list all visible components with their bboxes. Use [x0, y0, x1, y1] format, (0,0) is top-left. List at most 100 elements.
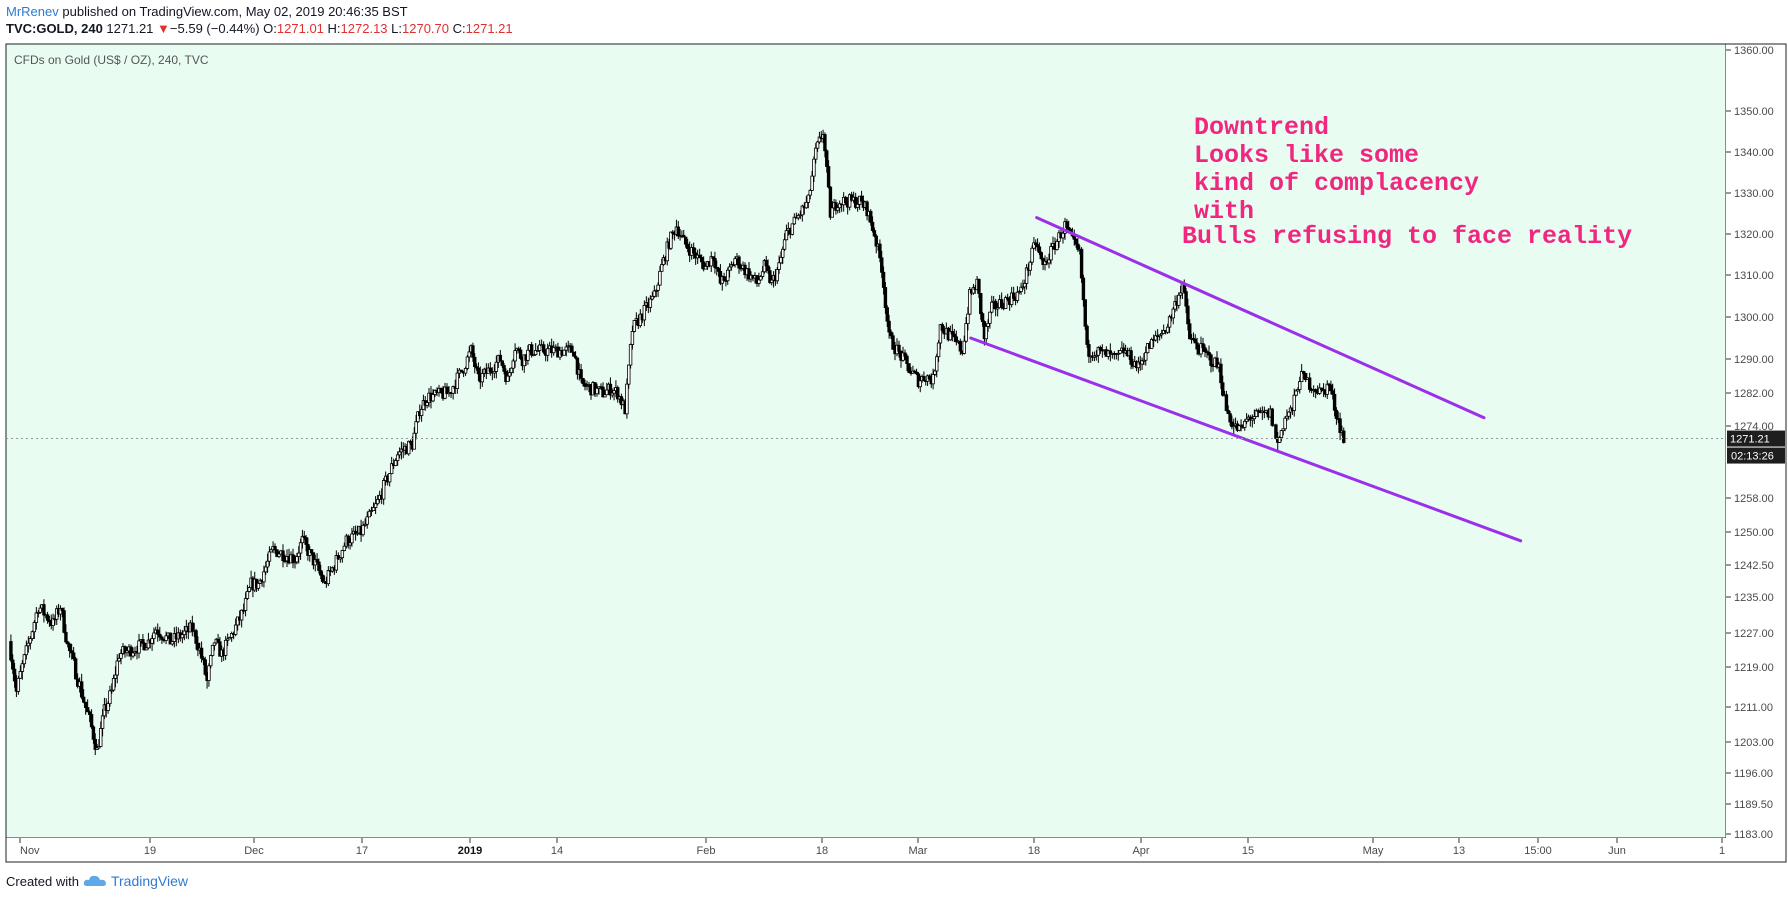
- candle: [387, 473, 392, 487]
- price-tick-label: 1196.00: [1734, 768, 1773, 780]
- candle-body: [922, 376, 926, 381]
- candle: [952, 328, 957, 342]
- candle: [847, 193, 852, 211]
- candle-body: [1252, 416, 1257, 420]
- candle: [1226, 405, 1230, 415]
- candle: [28, 636, 33, 650]
- candle: [727, 263, 732, 278]
- candle: [658, 265, 662, 286]
- candle: [459, 369, 464, 373]
- candle-body: [110, 689, 114, 692]
- candle: [467, 346, 471, 363]
- candle-body: [467, 351, 471, 358]
- candle-body: [669, 231, 673, 249]
- time-axis[interactable]: [6, 838, 1726, 862]
- candle-body: [11, 659, 15, 670]
- candle-body: [1215, 357, 1219, 368]
- candle-body: [212, 642, 217, 646]
- candle-body: [210, 644, 215, 656]
- trendline[interactable]: [969, 336, 1523, 543]
- candle-body: [966, 313, 970, 324]
- candle-body: [722, 276, 726, 281]
- time-tick-label: Dec: [244, 845, 264, 857]
- candle: [1334, 407, 1339, 425]
- candle-body: [760, 271, 765, 277]
- candle: [304, 534, 308, 552]
- candle: [1032, 236, 1036, 250]
- author-link[interactable]: MrRenev: [6, 4, 59, 19]
- time-tick-label: Jun: [1608, 845, 1626, 857]
- candle-body: [815, 141, 820, 149]
- candle: [828, 186, 833, 220]
- candle-body: [814, 147, 818, 160]
- candle-body: [412, 432, 416, 450]
- candle: [570, 343, 574, 353]
- candle-body: [201, 657, 206, 661]
- candle: [859, 190, 864, 202]
- candle: [100, 709, 105, 737]
- candle: [235, 616, 240, 631]
- candle-body: [1024, 267, 1029, 284]
- down-arrow-icon: ▼: [157, 21, 170, 36]
- candle: [883, 281, 888, 314]
- candle-body: [883, 287, 888, 309]
- candle: [22, 653, 27, 668]
- candle-body: [995, 307, 1000, 310]
- candle-body: [869, 210, 873, 223]
- candle-body: [1116, 352, 1120, 355]
- candle-body: [952, 333, 957, 338]
- candle-body: [878, 243, 882, 259]
- price-axis-ticks: 1360.00 1350.00 1340.00 1330.00 1320.00 1310.…: [1726, 45, 1774, 841]
- candle-body: [30, 631, 35, 640]
- trendline[interactable]: [1035, 216, 1486, 420]
- candle: [131, 647, 135, 659]
- candle-body: [579, 369, 583, 379]
- candle-body: [262, 571, 266, 583]
- candle: [792, 213, 797, 225]
- candle: [855, 197, 860, 212]
- price-tick-label: 1203.00: [1734, 737, 1774, 749]
- candle: [95, 743, 99, 750]
- candle-body: [42, 604, 46, 616]
- candle-body: [585, 385, 589, 387]
- candle-body: [338, 557, 343, 560]
- candle-body: [1061, 232, 1065, 239]
- candle: [881, 266, 886, 295]
- candle-body: [1299, 371, 1304, 383]
- candle-body: [625, 383, 629, 415]
- candle-body: [371, 507, 376, 511]
- tradingview-link[interactable]: TradingView: [110, 873, 189, 889]
- candle: [144, 647, 149, 651]
- price-change: −5.59 (−0.44%): [169, 21, 260, 36]
- candle: [790, 223, 795, 236]
- candle: [60, 607, 64, 618]
- candle: [471, 342, 475, 362]
- candle-body: [938, 324, 943, 344]
- candle: [747, 261, 751, 283]
- candle: [1325, 380, 1329, 399]
- tradingview-cloud-icon: [83, 875, 106, 886]
- candle: [1034, 239, 1038, 251]
- last-price-badge: [1727, 430, 1785, 447]
- candle: [1009, 286, 1014, 308]
- candle: [297, 546, 301, 564]
- price-tick-label: 1211.00: [1734, 702, 1773, 714]
- candle-body: [182, 630, 187, 636]
- candle-body: [93, 738, 97, 750]
- candle: [834, 199, 838, 215]
- candle: [572, 351, 576, 357]
- candle: [940, 322, 945, 333]
- candle-body: [1037, 246, 1042, 253]
- candle-body: [1021, 286, 1025, 289]
- candle-body: [336, 555, 341, 560]
- price-tick-label: 1300.00: [1734, 312, 1774, 324]
- candle-body: [1244, 418, 1249, 422]
- candle: [1270, 407, 1274, 427]
- plot-area[interactable]: [6, 44, 1726, 862]
- trendlines[interactable]: [969, 216, 1523, 543]
- candle: [338, 557, 343, 563]
- open-label: O:: [263, 21, 277, 36]
- candle: [498, 350, 503, 362]
- candle-body: [581, 378, 585, 385]
